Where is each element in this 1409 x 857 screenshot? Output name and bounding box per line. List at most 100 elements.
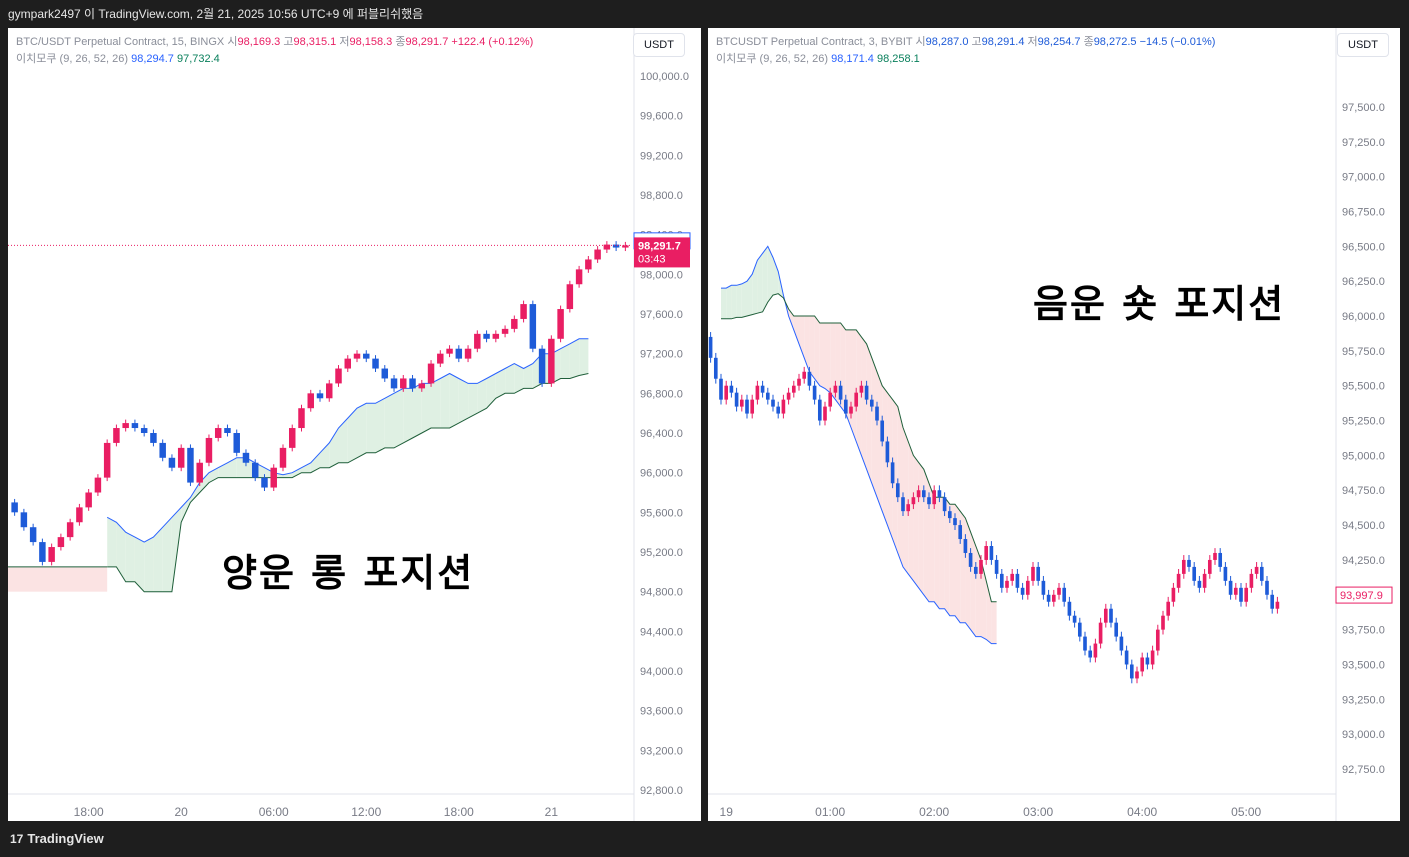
ichimoku-cloud-segment xyxy=(329,428,339,468)
candle-body xyxy=(729,385,734,393)
candle-body xyxy=(1129,664,1134,679)
x-tick-label: 03:00 xyxy=(1023,805,1053,819)
ichimoku-cloud-segment xyxy=(505,363,515,394)
y-tick-label: 96,400.0 xyxy=(640,428,683,440)
publish-header: gympark2497 이 TradingView.com, 2월 21, 20… xyxy=(0,0,1409,28)
currency-button[interactable]: USDT xyxy=(1337,33,1389,57)
ichimoku-cloud-segment xyxy=(209,467,219,483)
candle-body xyxy=(187,447,194,483)
ichimoku-cloud-segment xyxy=(431,378,441,428)
indicator-label[interactable]: 이치모쿠 (9, 26, 52, 26) xyxy=(716,53,829,65)
candle-body xyxy=(66,522,74,538)
candle-body xyxy=(765,392,770,400)
ichimoku-cloud-segment xyxy=(403,388,413,443)
y-tick-label: 99,200.0 xyxy=(640,150,683,162)
candle-body xyxy=(140,428,148,433)
y-tick-label: 96,000.0 xyxy=(1342,311,1385,323)
change-value: −14.5 (−0.01%) xyxy=(1139,36,1216,48)
ichimoku-cloud-segment xyxy=(227,457,237,478)
candle-body xyxy=(529,304,537,349)
chart-canvas-right[interactable]: 97,500.0 97,250.0 97,000.0 96,750.0 96,500.0… xyxy=(708,28,1400,821)
candle-body xyxy=(916,490,921,498)
tradingview-logo-icon: 17 xyxy=(10,832,24,846)
ichimoku-cloud-segment xyxy=(913,455,919,588)
candle-body xyxy=(353,353,361,359)
chart-panel-left[interactable]: 100,000.099,600.099,200.098,800.098,400.… xyxy=(8,28,701,821)
candle-body xyxy=(869,399,874,407)
candle-body xyxy=(1275,601,1280,609)
candle-body xyxy=(177,447,185,468)
tradingview-logo[interactable]: 17 TradingView xyxy=(10,831,104,846)
last-price-label: 93,997.9 xyxy=(1340,590,1383,602)
candle-body xyxy=(760,385,765,393)
y-tick-label: 94,800.0 xyxy=(640,587,683,599)
chart-panel-right[interactable]: 97,500.0 97,250.0 97,000.0 96,750.0 96,500.0… xyxy=(708,28,1400,821)
candle-body xyxy=(418,383,426,389)
ichimoku-cloud-segment xyxy=(752,260,758,315)
candle-body xyxy=(786,392,791,400)
candle-body xyxy=(1249,573,1254,588)
candle-body xyxy=(1228,580,1233,595)
candle-body xyxy=(251,462,259,478)
candle-body xyxy=(575,269,583,285)
candle-body xyxy=(927,497,931,505)
ichimoku-cloud-segment xyxy=(458,378,469,424)
candle-body xyxy=(233,433,240,453)
ichimoku-cloud-segment xyxy=(918,462,924,595)
ichimoku-cloud-segment xyxy=(477,378,487,414)
candle-body xyxy=(1114,622,1119,637)
candle-body xyxy=(713,357,718,379)
candle-body xyxy=(880,420,885,442)
ichimoku-cloud-segment xyxy=(970,532,976,637)
candle-body xyxy=(1077,622,1082,637)
ichimoku-cloud-segment xyxy=(923,469,929,602)
x-tick-label: 06:00 xyxy=(259,805,289,819)
ichimoku-cloud-segment xyxy=(320,442,330,468)
indicator-label[interactable]: 이치모쿠 (9, 26, 52, 26) xyxy=(16,53,129,65)
candle-body xyxy=(1093,643,1098,658)
candle-body xyxy=(224,428,231,433)
high-value: 98,291.4 xyxy=(981,36,1025,48)
x-tick-label: 01:00 xyxy=(815,805,845,819)
ichimoku-cloud-segment xyxy=(731,285,737,319)
ichimoku-cloud-segment xyxy=(292,467,302,478)
ichimoku-cloud-segment xyxy=(892,399,898,553)
ichimoku-cloud-segment xyxy=(871,357,877,498)
candle-body xyxy=(1140,657,1145,672)
candle-body xyxy=(1015,573,1020,588)
y-tick-label: 99,600.0 xyxy=(640,111,683,123)
candle-body xyxy=(823,406,827,421)
open-value: 98,169.3 xyxy=(237,36,281,48)
last-price-tag xyxy=(634,237,690,268)
symbol-label[interactable]: BTCUSDT Perpetual Contract, 3, BYBIT xyxy=(716,36,913,48)
candle-body xyxy=(326,383,333,399)
candle-body xyxy=(734,392,739,407)
y-tick-label: 95,000.0 xyxy=(1342,450,1385,462)
candle-body xyxy=(708,336,713,358)
ichimoku-cloud-segment xyxy=(877,371,883,512)
chart-canvas-left[interactable]: 100,000.099,600.099,200.098,800.098,400.… xyxy=(8,28,701,821)
candle-body xyxy=(979,559,983,574)
ichimoku-span-a-line xyxy=(721,245,997,645)
indicator-value-2: 98,258.1 xyxy=(876,53,920,65)
candle-body xyxy=(501,328,509,334)
candle-body xyxy=(1088,650,1093,658)
ichimoku-cloud-segment xyxy=(199,472,209,493)
high-label: 고 xyxy=(971,36,982,48)
ichimoku-cloud-segment xyxy=(357,403,367,458)
candle-body xyxy=(1270,594,1275,609)
open-label: 시 xyxy=(915,36,926,48)
candle-body xyxy=(1218,552,1223,567)
candle-body xyxy=(437,353,444,364)
y-tick-label: 93,200.0 xyxy=(640,745,683,757)
ichimoku-cloud-segment xyxy=(866,343,872,484)
candle-body xyxy=(409,378,416,389)
last-price-label: 98,291.7 xyxy=(638,240,681,252)
currency-button[interactable]: USDT xyxy=(633,33,685,57)
symbol-label[interactable]: BTC/USDT Perpetual Contract, 15, BINGX xyxy=(16,36,225,48)
candle-body xyxy=(381,368,389,379)
candle-body xyxy=(566,284,574,310)
change-value: +122.4 (+0.12%) xyxy=(451,36,534,48)
candle-body xyxy=(279,447,287,468)
ichimoku-cloud-segment xyxy=(107,517,117,567)
